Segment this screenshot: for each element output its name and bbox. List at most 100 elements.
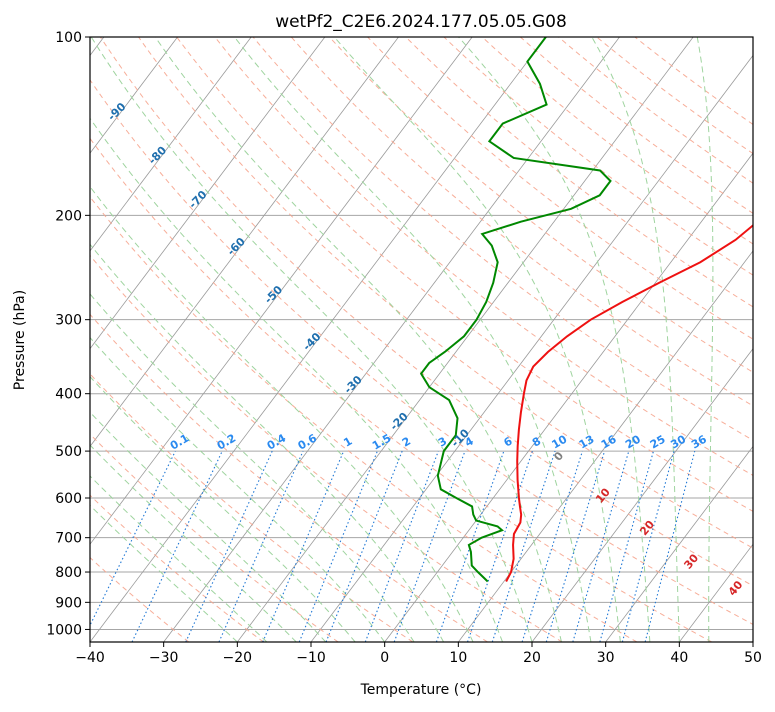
moist-adiabat-line: [90, 504, 238, 642]
y-tick-label: 1000: [46, 622, 82, 638]
dry-adiabat-line: [558, 37, 753, 184]
dry-adiabat-label: -40: [300, 330, 323, 353]
dry-adiabat-line: [443, 37, 753, 276]
dry-adiabat-line: [214, 37, 753, 476]
isotherm-line: [679, 543, 753, 642]
mixing-ratio-line: [90, 450, 176, 627]
isotherm-line: [90, 37, 326, 350]
isotherm-line: [90, 37, 252, 252]
axis-layer: −40 −30 −20 −10 0 10 20 30 40 50 1000 900 800 700 600 5…: [46, 30, 762, 666]
x-tick-label: 50: [744, 650, 762, 666]
x-tick-label: −20: [223, 650, 253, 666]
dry-adiabat-line: [90, 79, 753, 625]
dry-adiabat-line: [99, 37, 753, 587]
dry-adiabat-line: [176, 37, 753, 512]
mixing-ratio-label: 36: [689, 432, 709, 451]
y-tick-label: 500: [55, 444, 82, 460]
dewpoint-profile-line: [419, 37, 612, 583]
mixing-ratio-label: 4: [463, 434, 476, 449]
dry-adiabat-label: -20: [388, 410, 411, 433]
dry-adiabat-line: [481, 37, 753, 245]
dry-adiabat-label: -100: [60, 56, 89, 85]
dry-adiabat-label: -30: [342, 373, 365, 396]
moist-adiabat-line: [90, 375, 356, 642]
dry-adiabat-line: [90, 196, 638, 642]
moist-adiabat-line: [90, 243, 445, 642]
isotherm-line: [310, 54, 753, 642]
y-tick-label: 300: [55, 313, 82, 329]
mixing-ratio-line: [131, 450, 223, 642]
isotherm-line: [90, 37, 399, 448]
dry-adiabat-label: -50: [262, 283, 285, 306]
x-tick-label: −40: [75, 650, 105, 666]
moist-adiabat-line: [333, 37, 621, 642]
mixing-ratio-label: 0.1: [168, 432, 191, 453]
moist-adiabat-line: [90, 37, 533, 642]
moist-adiabat-line: [154, 37, 562, 642]
isotherm-line: [531, 348, 753, 642]
y-tick-label: 400: [55, 387, 82, 403]
dry-adiabat-line: [252, 37, 753, 441]
dry-adiabat-line: [329, 37, 753, 373]
temperature-profile-line: [505, 224, 753, 582]
moist-adiabat-line: [90, 117, 503, 642]
moist-adiabat-line: [90, 293, 415, 642]
dry-adiabat-line: [520, 37, 753, 214]
mixing-ratio-line: [599, 450, 655, 642]
isotherm-line: [163, 37, 620, 642]
y-axis-label: Pressure (hPa): [12, 290, 28, 390]
dry-adiabat-line: [90, 433, 339, 642]
dry-adiabat-line: [290, 37, 753, 407]
moist-adiabat-line: [90, 475, 268, 642]
y-tick-label: 900: [55, 595, 82, 611]
y-tick-label: 800: [55, 565, 82, 581]
moist-adiabat-line: [591, 37, 680, 642]
x-tick-label: 40: [670, 650, 688, 666]
mixing-ratio-line: [572, 450, 630, 642]
isotherm-line: [237, 37, 694, 642]
dry-adiabat-line: [405, 37, 753, 308]
dry-adiabat-label: -90: [105, 100, 128, 123]
mixing-ratio-label: 16: [599, 432, 619, 451]
isotherm-line: [90, 37, 547, 642]
moist-adiabat-label: 10: [593, 485, 613, 505]
mixing-ratio-line: [185, 450, 273, 642]
isotherm-line: [90, 37, 178, 154]
y-tick-label: 600: [55, 491, 82, 507]
moist-adiabat-line: [90, 336, 386, 642]
mixing-ratio-label: 25: [648, 433, 668, 452]
mixing-ratio-line: [521, 450, 583, 642]
x-tick-label: 0: [380, 650, 389, 666]
mixing-ratio-label: 0.6: [296, 431, 320, 452]
mixing-ratio-line: [545, 450, 606, 642]
dry-adiabat-line: [138, 37, 753, 549]
x-tick-label: −10: [296, 650, 326, 666]
x-tick-label: 20: [523, 650, 541, 666]
isotherm-line: [384, 152, 753, 642]
plot-frame: [89, 36, 754, 643]
x-axis-label: Temperature (°C): [360, 682, 482, 698]
moist-adiabat-label: 40: [726, 578, 746, 598]
isotherm-line: [90, 37, 473, 545]
moist-adiabat-line: [90, 444, 297, 642]
mixing-ratio-line: [491, 450, 556, 642]
moist-adiabat-line: [90, 185, 474, 642]
dry-adiabat-line: [596, 37, 753, 155]
dry-adiabat-line: [90, 373, 414, 642]
dry-adiabat-label: -60: [225, 235, 248, 258]
mixing-ratio-line: [218, 450, 304, 642]
mixing-ratio-line: [621, 450, 675, 642]
mixing-ratio-label: 6: [502, 434, 515, 449]
dry-adiabat-line: [90, 137, 712, 642]
isotherm-line: [605, 445, 753, 642]
chart-title: wetPf2_C2E6.2024.177.05.05.G08: [275, 12, 567, 32]
y-tick-label: 700: [55, 531, 82, 547]
moist-adiabat-line: [458, 37, 651, 642]
mixing-ratio-label: 13: [577, 433, 597, 452]
mixing-ratio-line: [325, 450, 403, 642]
mixing-ratio-line: [262, 450, 345, 642]
isotherm-line: [458, 250, 753, 642]
moist-adiabat-line: [696, 37, 714, 642]
y-tick-label: 200: [55, 208, 82, 224]
